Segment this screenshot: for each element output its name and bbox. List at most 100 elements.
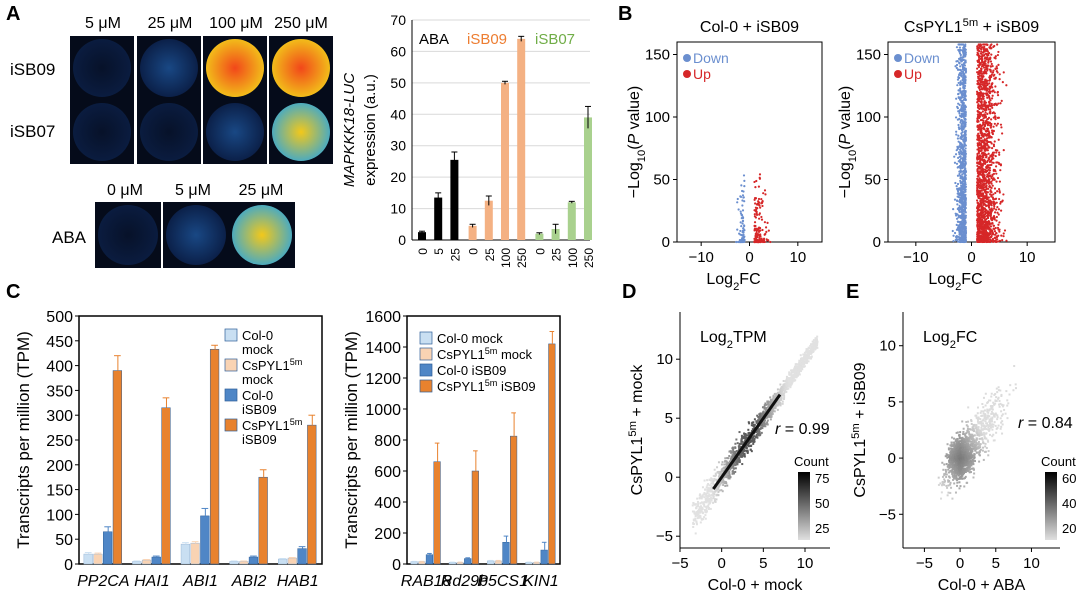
volcano-point (956, 59, 959, 63)
density-point (815, 339, 818, 342)
volcano-point (961, 108, 964, 111)
volcano-point (982, 222, 985, 226)
plate-signal (98, 205, 158, 265)
panel-letter-a: A (6, 3, 20, 25)
volcano-point (993, 187, 997, 190)
density-point (812, 343, 815, 346)
legend-swatch (224, 358, 238, 372)
density-point (810, 355, 813, 358)
volcano-point (992, 69, 995, 72)
volcano-point (998, 153, 1001, 156)
x-tick-label: 25 (448, 248, 462, 262)
density-point (717, 471, 720, 474)
volcano-point (981, 155, 984, 158)
volcano-point (960, 201, 964, 204)
density-point (769, 418, 772, 421)
volcano-point (983, 124, 987, 127)
colorbar (798, 472, 810, 540)
density-point (780, 391, 783, 394)
density-point (981, 428, 984, 431)
density-point (728, 454, 731, 457)
volcano-point (960, 206, 964, 209)
volcano-point (963, 227, 966, 231)
volcano-point (977, 75, 980, 78)
bar (141, 559, 152, 565)
y-tick-label: 10 (390, 201, 406, 217)
density-point (790, 377, 793, 380)
density-point (801, 367, 804, 370)
density-point (758, 418, 761, 421)
volcano-point (984, 115, 987, 118)
density-point (707, 508, 710, 511)
density-point (786, 379, 789, 382)
volcano-point (982, 54, 986, 57)
volcano-point (979, 142, 983, 146)
volcano-point (994, 118, 997, 121)
density-point (703, 509, 706, 512)
density-point (982, 446, 985, 449)
volcano-point (983, 183, 986, 187)
density-point (783, 384, 786, 387)
density-point (728, 473, 731, 476)
volcano-point (979, 57, 982, 60)
volcano-point (979, 69, 982, 73)
density-point (799, 354, 802, 357)
density-point (713, 493, 716, 496)
bar (410, 561, 418, 565)
density-point (786, 384, 789, 387)
volcano-point (959, 215, 962, 218)
density-point (731, 464, 734, 467)
density-point (723, 469, 726, 472)
volcano-point (1005, 239, 1008, 242)
aba-col-label-1: 0 μM (107, 182, 143, 199)
density-point (742, 448, 745, 451)
density-point (732, 447, 735, 450)
volcano-point (980, 131, 983, 134)
density-point (705, 505, 708, 508)
volcano-point (760, 237, 763, 240)
volcano-point (983, 168, 987, 171)
volcano-point (978, 62, 981, 65)
density-point (738, 448, 741, 451)
density-point (737, 460, 740, 463)
density-point (699, 502, 702, 505)
density-point (774, 395, 777, 398)
volcano-point (963, 111, 967, 114)
volcano-point (769, 240, 772, 244)
colorbar-tick-label: 50 (815, 496, 829, 511)
volcano-point (955, 97, 958, 100)
density-point (758, 424, 761, 427)
volcano-point (964, 239, 967, 242)
volcano-point (984, 211, 988, 214)
density-point (816, 344, 819, 347)
density-point (796, 369, 799, 372)
volcano-point (753, 213, 756, 216)
volcano-point (753, 221, 757, 224)
density-point (696, 497, 699, 500)
volcano-point (959, 43, 963, 46)
density-point (790, 372, 793, 375)
density-point (741, 451, 744, 454)
density-point (729, 458, 732, 461)
density-point (726, 463, 729, 466)
density-point (718, 489, 721, 492)
density-point (798, 367, 801, 370)
density-point (793, 379, 796, 382)
volcano-point (998, 180, 1001, 183)
density-point (814, 337, 817, 340)
volcano-point (956, 220, 959, 223)
density-point (707, 483, 710, 486)
density-point (789, 386, 792, 389)
density-point (1000, 414, 1003, 417)
density-point (742, 453, 745, 456)
volcano-point (984, 227, 987, 230)
volcano-point (964, 176, 967, 179)
volcano-point (740, 217, 743, 220)
density-point (736, 462, 739, 465)
density-point (956, 481, 959, 484)
volcano-point (960, 177, 963, 180)
volcano-point (741, 194, 745, 197)
volcano-point (979, 189, 982, 193)
volcano-point (1000, 99, 1003, 102)
